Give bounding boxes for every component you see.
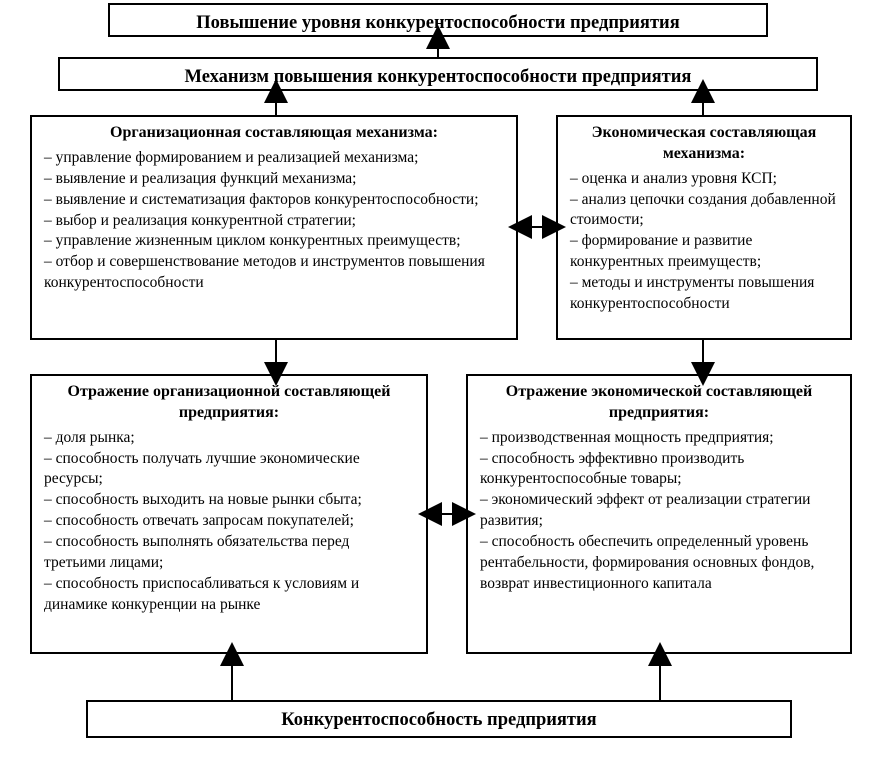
refl-econ-item: – способность эффективно производить кон… <box>480 449 838 491</box>
econ-item: – методы и инструменты повышения конкуре… <box>570 273 838 315</box>
org-title: Организационная составляющая механизма: <box>44 123 504 144</box>
refl-org-item: – способность отвечать запросам покупате… <box>44 511 414 532</box>
box-top1: Повышение уровня конкурентоспособности п… <box>108 3 768 37</box>
org-item: – управление жизненным циклом конкурентн… <box>44 231 504 252</box>
org-item: – управление формированием и реализацией… <box>44 148 504 169</box>
refl-econ-title: Отражение экономической составляющей пре… <box>480 382 838 424</box>
refl-org-item: – доля рынка; <box>44 428 414 449</box>
box-organizational: Организационная составляющая механизма: … <box>30 115 518 340</box>
refl-org-item: – способность выходить на новые рынки сб… <box>44 490 414 511</box>
econ-item: – формирование и развитие конкурентных п… <box>570 231 838 273</box>
refl-econ-item: – экономический эффект от реализации стр… <box>480 490 838 532</box>
box-economic: Экономическая составляющая механизма: – … <box>556 115 852 340</box>
org-item: – выбор и реализация конкурентной страте… <box>44 211 504 232</box>
refl-org-title: Отражение организационной составляющей п… <box>44 382 414 424</box>
econ-title: Экономическая составляющая механизма: <box>570 123 838 165</box>
econ-item: – оценка и анализ уровня КСП; <box>570 169 838 190</box>
box-bottom: Конкурентоспособность предприятия <box>86 700 792 738</box>
org-item: – выявление и систематизация факторов ко… <box>44 190 504 211</box>
box-top2: Механизм повышения конкурентоспособности… <box>58 57 818 91</box>
org-item: – выявление и реализация функций механиз… <box>44 169 504 190</box>
refl-org-item: – способность выполнять обязательства пе… <box>44 532 414 574</box>
box-reflection-economic: Отражение экономической составляющей пре… <box>466 374 852 654</box>
econ-item: – анализ цепочки создания добавленной ст… <box>570 190 838 232</box>
refl-econ-item: – производственная мощность предприятия; <box>480 428 838 449</box>
org-item: – отбор и совершенствование методов и ин… <box>44 252 504 294</box>
refl-org-item: – способность приспосабливаться к услови… <box>44 574 414 616</box>
refl-econ-item: – способность обеспечить определенный ур… <box>480 532 838 595</box>
refl-org-item: – способность получать лучшие экономичес… <box>44 449 414 491</box>
box-reflection-organizational: Отражение организационной составляющей п… <box>30 374 428 654</box>
